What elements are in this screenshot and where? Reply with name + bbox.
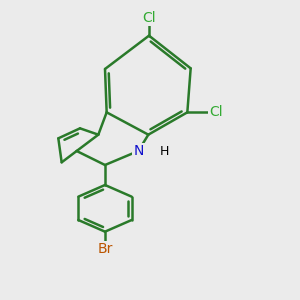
Text: Cl: Cl — [209, 105, 223, 119]
Text: N: N — [133, 144, 143, 158]
Text: Br: Br — [97, 242, 113, 256]
Text: H: H — [160, 145, 169, 158]
Text: Cl: Cl — [142, 11, 156, 25]
